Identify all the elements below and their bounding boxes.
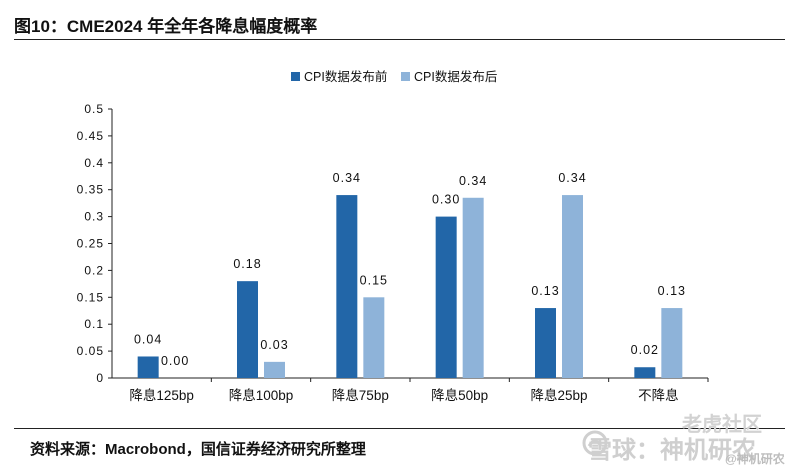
y-tick-label: 0.45	[77, 129, 104, 143]
legend-label: CPI数据发布前	[304, 69, 387, 84]
snowball-logo-icon	[582, 430, 608, 456]
bar	[336, 195, 358, 378]
bar	[237, 281, 258, 378]
title-divider	[14, 39, 785, 40]
source-note: 资料来源：Macrobond，国信证券经济研究所整理	[30, 441, 366, 458]
bar	[661, 308, 683, 378]
y-tick-label: 0.2	[84, 263, 104, 277]
y-tick-label: 0.3	[84, 210, 104, 224]
data-label: 0.34	[333, 171, 361, 185]
legend-swatch	[401, 72, 410, 81]
bar	[562, 195, 583, 378]
data-label: 0.34	[558, 171, 586, 185]
y-tick-label: 0.25	[77, 237, 104, 251]
watermark-handle: @神机研农	[725, 452, 785, 466]
source-divider	[14, 428, 785, 429]
x-tick-label: 降息25bp	[530, 387, 587, 403]
data-label: 0.18	[233, 257, 261, 271]
bar	[264, 361, 285, 378]
bar	[462, 197, 484, 378]
bar	[634, 367, 656, 378]
data-label: 0.00	[161, 354, 189, 368]
legend-swatch	[291, 72, 300, 81]
data-label: 0.03	[260, 338, 288, 352]
x-tick-label: 降息50bp	[431, 387, 488, 403]
x-tick-label: 降息75bp	[332, 387, 389, 403]
watermark-community: 老虎社区	[682, 414, 762, 436]
figure-title: 图10：CME2024 年全年各降息幅度概率	[14, 17, 318, 36]
bar	[535, 308, 556, 378]
bar	[137, 356, 159, 378]
data-label: 0.13	[531, 284, 559, 298]
data-label: 0.13	[658, 284, 686, 298]
data-label: 0.30	[432, 193, 460, 207]
legend-label: CPI数据发布后	[414, 69, 497, 84]
x-tick-label: 不降息	[638, 387, 679, 403]
data-label: 0.02	[631, 343, 659, 357]
y-tick-label: 0.4	[84, 156, 104, 170]
data-label: 0.15	[360, 273, 388, 287]
y-tick-label: 0.05	[77, 344, 104, 358]
data-label: 0.34	[459, 174, 487, 188]
x-tick-label: 降息125bp	[129, 387, 194, 403]
watermark-snowball: 雪球：神机研农	[588, 437, 756, 464]
y-tick-label: 0.35	[77, 183, 104, 197]
x-tick-label: 降息100bp	[229, 387, 294, 403]
y-tick-label: 0	[96, 371, 104, 385]
bar	[435, 216, 457, 378]
bar	[363, 297, 385, 378]
data-label: 0.04	[134, 332, 162, 346]
y-tick-label: 0.5	[84, 102, 104, 116]
y-tick-label: 0.15	[77, 290, 104, 304]
y-tick-label: 0.1	[84, 317, 104, 331]
